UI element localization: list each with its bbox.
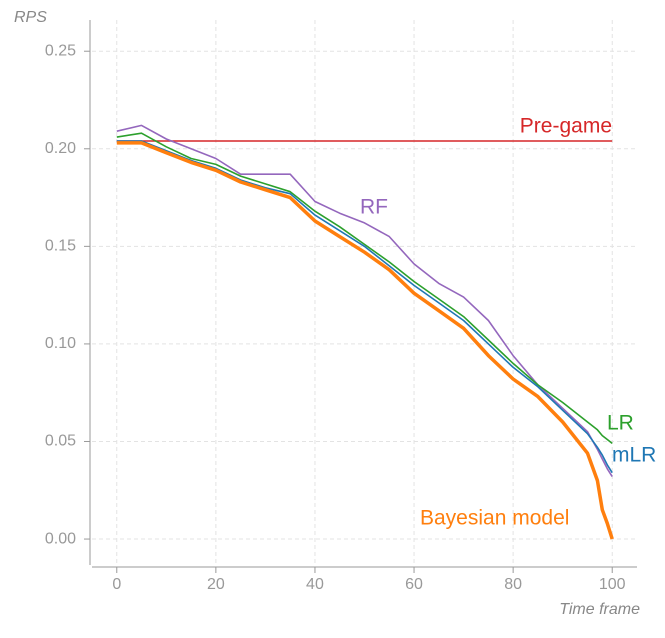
y-tick-label: 0.05 <box>45 433 76 450</box>
series-label: mLR <box>612 444 656 467</box>
x-axis-title: Time frame <box>559 601 640 618</box>
x-tick-label: 20 <box>207 576 225 593</box>
y-tick-label: 0.25 <box>45 42 76 59</box>
series-line <box>116 124 613 478</box>
x-tick-label: 60 <box>405 576 423 593</box>
series-label: Pre-game <box>520 115 612 138</box>
x-tick-label: 80 <box>504 576 522 593</box>
x-tick-label: 0 <box>112 576 121 593</box>
series-label: Bayesian model <box>420 507 569 530</box>
y-tick-label: 0.00 <box>45 530 76 547</box>
y-tick-label: 0.20 <box>45 140 76 157</box>
series-label: LR <box>607 412 634 435</box>
series-line <box>116 140 613 474</box>
y-axis-title: RPS <box>14 9 47 26</box>
series-line <box>116 132 613 445</box>
x-tick-label: 40 <box>306 576 324 593</box>
series-line <box>116 141 614 540</box>
y-tick-label: 0.10 <box>45 335 76 352</box>
y-tick-label: 0.15 <box>45 238 76 255</box>
x-tick-label: 100 <box>599 576 626 593</box>
series-label: RF <box>360 196 388 219</box>
